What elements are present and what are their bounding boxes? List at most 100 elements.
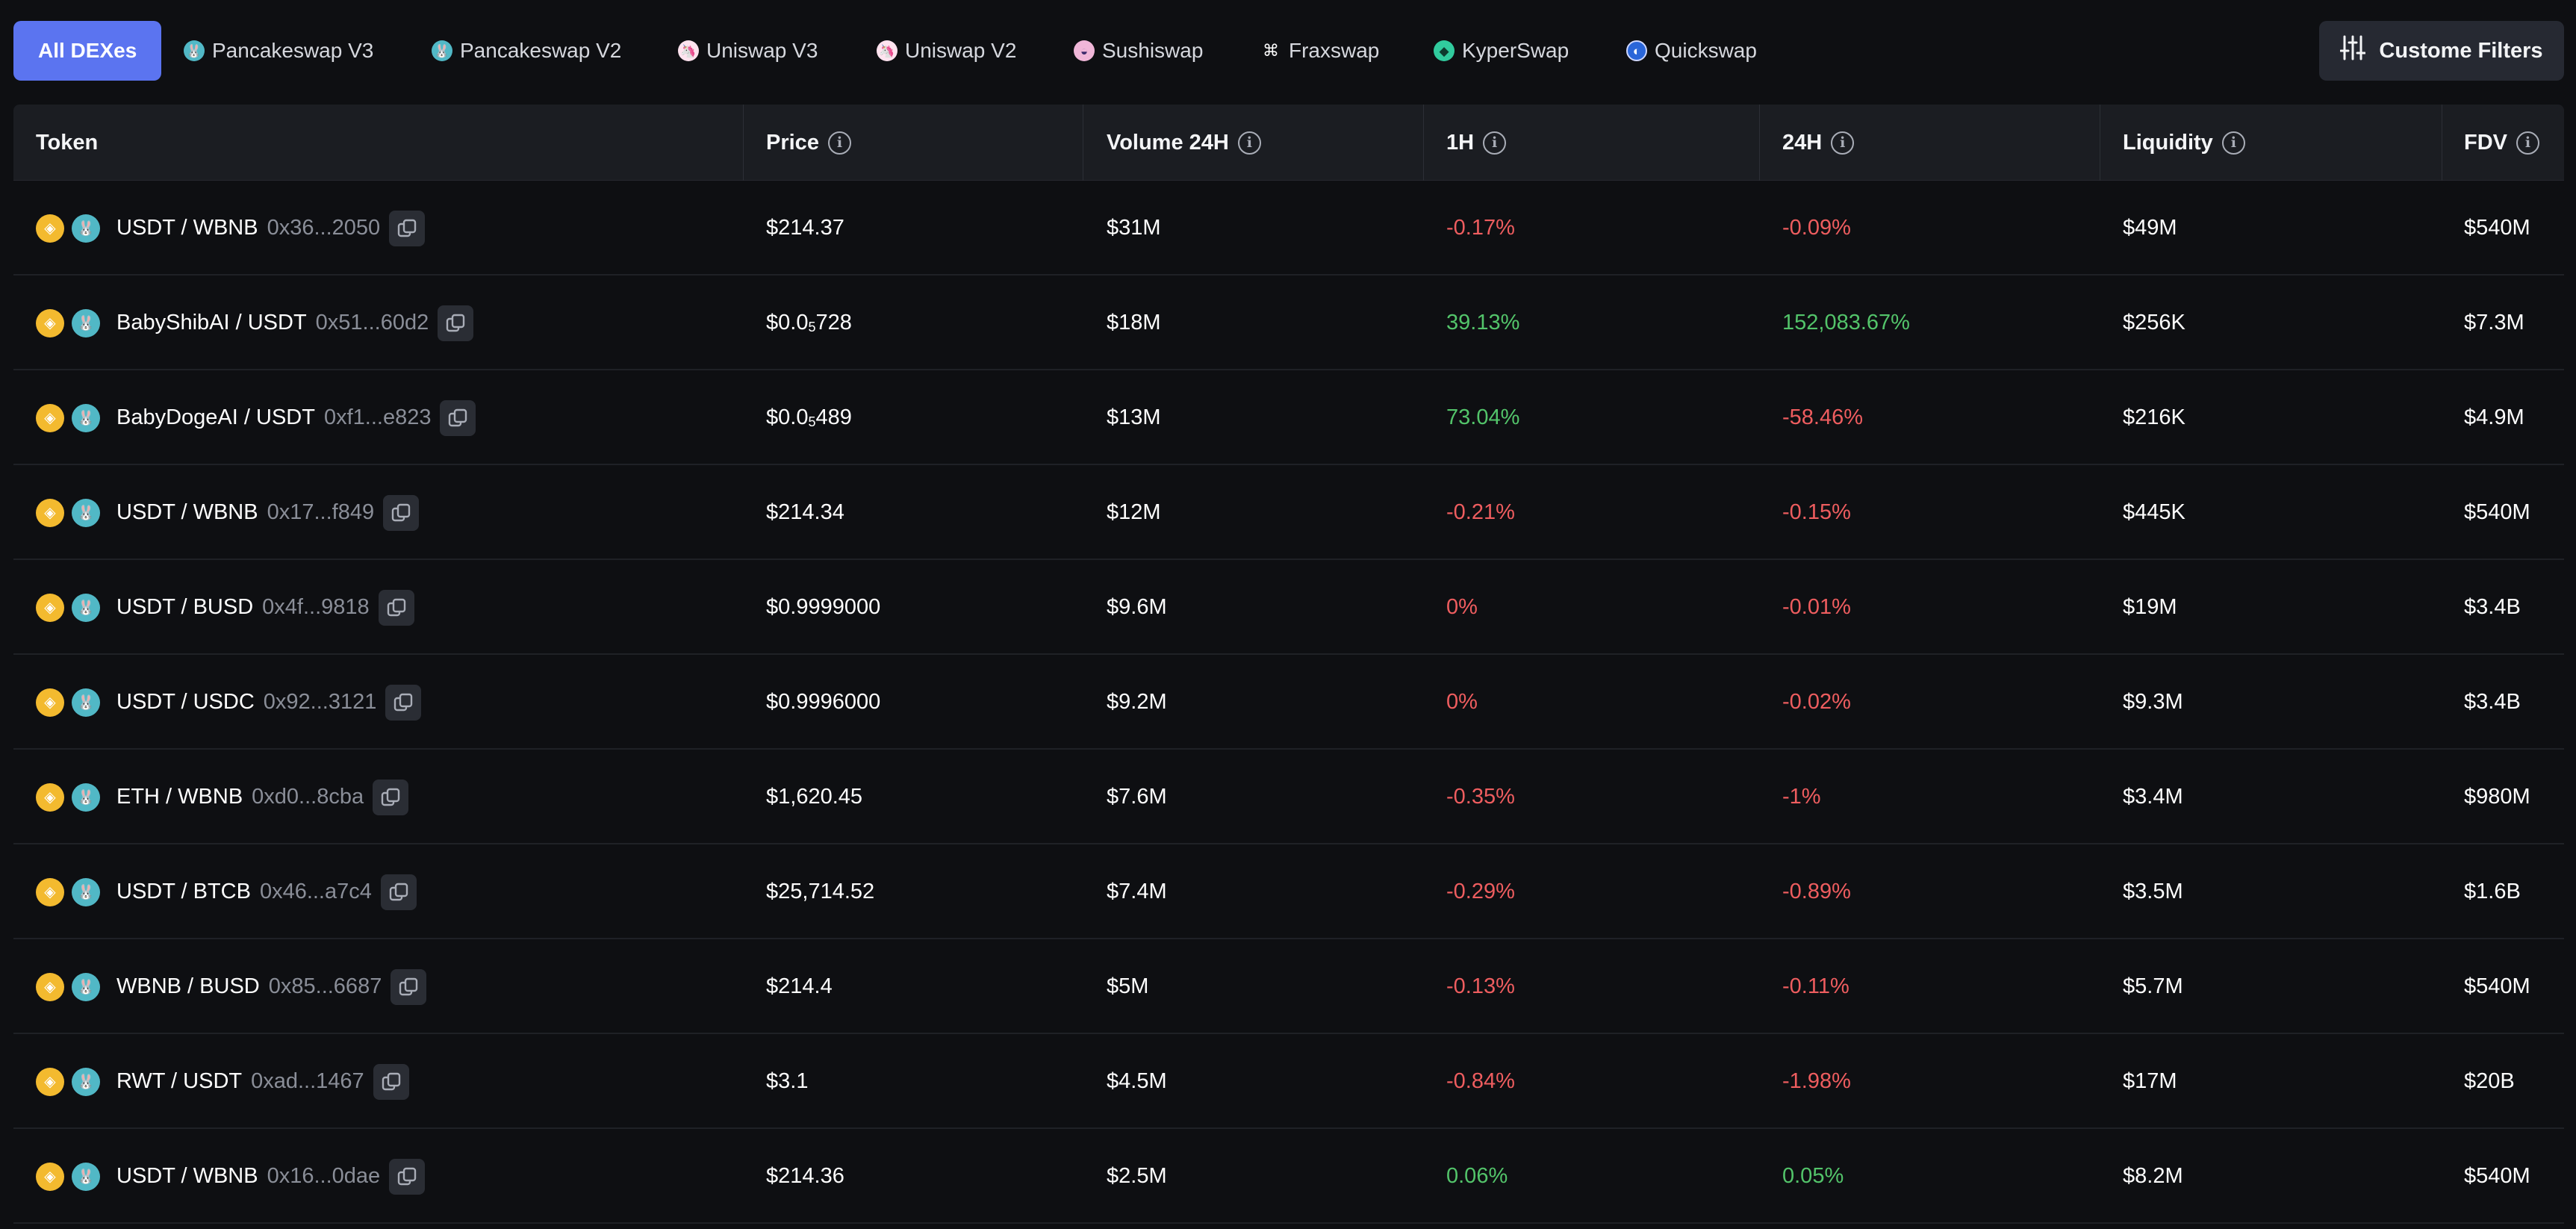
price-cell: $214.37 (766, 216, 844, 240)
table-row[interactable]: ◈ 🐰 USDT / WBNB 0x16...0dae $214.36 $2.5… (13, 1129, 2564, 1224)
price-cell: $0.0 5 489 (766, 370, 852, 465)
pair-name[interactable]: BabyDogeAI / USDT (116, 405, 315, 429)
volume-24h-cell: $31M (1107, 216, 1161, 240)
table-row[interactable]: ◈ 🐰 USDT / BTCB 0x46...a7c4 $25,714.52 $… (13, 844, 2564, 939)
column-header-1h[interactable]: 1H i (1446, 105, 1507, 181)
sliders-icon (2339, 34, 2366, 67)
price-prefix: $0.0 (766, 311, 809, 335)
copy-icon (447, 314, 465, 332)
price-cell: $0.9999000 (766, 595, 881, 619)
token-cell: ◈ 🐰 USDT / BTCB 0x46...a7c4 (36, 844, 417, 939)
change-24h-cell: -0.89% (1782, 880, 1851, 903)
pancakeswap-icon: 🐰 (72, 593, 100, 622)
liquidity-cell: $17M (2123, 1069, 2177, 1093)
fdv-cell: $4.9M (2464, 405, 2524, 429)
liquidity-cell: $3.5M (2123, 880, 2183, 903)
table-row[interactable]: ◈ 🐰 USDT / WBNB 0x36...2050 $214.37 $31M… (13, 181, 2564, 276)
tab-sushiswap[interactable]: ◒ Sushiswap (1074, 21, 1203, 81)
tab-uniswap-v3[interactable]: 🦄 Uniswap V3 (678, 21, 818, 81)
column-header-liquidity[interactable]: Liquidity i (2123, 105, 2245, 181)
copy-address-button[interactable] (380, 874, 417, 910)
liquidity-cell: $9.3M (2123, 690, 2183, 714)
copy-address-button[interactable] (378, 589, 414, 626)
tab-pancakeswap-v3[interactable]: 🐰 Pancakeswap V3 (184, 21, 373, 81)
info-icon[interactable]: i (1483, 131, 1507, 155)
change-1h-cell: -0.13% (1446, 974, 1515, 998)
tab-fraxswap[interactable]: ⌘ Fraxswap (1260, 21, 1379, 81)
table-row[interactable]: ◈ 🐰 USDT / WBNB 0x17...f849 $214.34 $12M… (13, 465, 2564, 560)
pair-address: 0x46...a7c4 (259, 880, 372, 903)
change-1h-cell: -0.21% (1446, 500, 1515, 524)
bnb-chain-icon: ◈ (36, 972, 64, 1001)
kyberswap-icon: ◆ (1434, 40, 1455, 61)
volume-24h-cell: $7.4M (1107, 880, 1167, 903)
price-digits: 489 (815, 405, 852, 429)
copy-address-button[interactable] (440, 399, 476, 436)
price-cell: $0.0 5 728 (766, 276, 852, 370)
tab-pancakeswap-v2[interactable]: 🐰 Pancakeswap V2 (432, 21, 621, 81)
copy-address-button[interactable] (383, 494, 420, 531)
change-24h-cell: -1% (1782, 785, 1821, 809)
copy-address-button[interactable] (385, 684, 422, 721)
token-cell: ◈ 🐰 BabyShibAI / USDT 0x51...60d2 (36, 276, 474, 370)
copy-address-button[interactable] (391, 968, 427, 1005)
column-header-24h[interactable]: 24H i (1782, 105, 1855, 181)
info-icon[interactable]: i (1831, 131, 1855, 155)
column-header-token[interactable]: Token (36, 130, 99, 155)
table-row[interactable]: ◈ 🐰 RWT / USDT 0xad...1467 $3.1 $4.5M -0… (13, 1034, 2564, 1129)
change-1h-cell: 0% (1446, 690, 1478, 714)
pair-name[interactable]: WBNB / BUSD (116, 974, 260, 998)
volume-24h-cell: $2.5M (1107, 1164, 1167, 1188)
column-header-price[interactable]: Price i (766, 105, 851, 181)
table-row[interactable]: ◈ 🐰 USDT / BUSD 0x4f...9818 $0.9999000 $… (13, 560, 2564, 655)
bnb-chain-icon: ◈ (36, 1067, 64, 1096)
pair-address: 0x16...0dae (267, 1164, 381, 1188)
copy-address-button[interactable] (438, 305, 474, 341)
table-row[interactable]: ◈ 🐰 BabyShibAI / USDT 0x51...60d2 $0.0 5 7… (13, 276, 2564, 370)
bnb-chain-icon: ◈ (36, 688, 64, 717)
volume-24h-cell: $7.6M (1107, 785, 1167, 809)
table-row[interactable]: ◈ 🐰 BabyDogeAI / USDT 0xf1...e823 $0.0 5 4… (13, 370, 2564, 465)
info-icon[interactable]: i (2516, 131, 2539, 155)
copy-address-button[interactable] (389, 210, 426, 246)
copy-address-button[interactable] (373, 779, 409, 815)
pair-name[interactable]: USDT / BUSD (116, 595, 254, 619)
tab-uniswap-v2[interactable]: 🦄 Uniswap V2 (877, 21, 1016, 81)
table-header: Token Price i Volume 24H i 1H i 24H i Li… (13, 105, 2564, 181)
tab-quickswap[interactable]: ◐ Quickswap (1626, 21, 1757, 81)
pair-name[interactable]: USDT / WBNB (116, 500, 258, 524)
column-header-fdv[interactable]: FDV i (2464, 105, 2539, 181)
column-header-volume-24h[interactable]: Volume 24H i (1107, 105, 1261, 181)
info-icon[interactable]: i (1237, 131, 1261, 155)
tab-kyperswap[interactable]: ◆ KyperSwap (1434, 21, 1569, 81)
pair-name[interactable]: USDT / BTCB (116, 880, 251, 903)
pair-name[interactable]: USDT / USDC (116, 690, 255, 714)
volume-24h-cell: $13M (1107, 405, 1161, 429)
change-24h-cell: 0.05% (1782, 1164, 1844, 1188)
pair-name[interactable]: RWT / USDT (116, 1069, 243, 1093)
custom-filters-button[interactable]: Custome Filters (2319, 21, 2564, 81)
copy-address-button[interactable] (389, 1158, 426, 1195)
pair-name[interactable]: USDT / WBNB (116, 216, 258, 240)
copy-address-button[interactable] (373, 1063, 409, 1100)
token-pairs-table: Token Price i Volume 24H i 1H i 24H i Li… (13, 105, 2564, 1224)
table-row[interactable]: ◈ 🐰 WBNB / BUSD 0x85...6687 $214.4 $5M -… (13, 939, 2564, 1034)
info-icon[interactable]: i (827, 131, 851, 155)
tab-all-dexes[interactable]: All DEXes (13, 21, 162, 81)
info-icon[interactable]: i (2221, 131, 2245, 155)
price-cell: $214.34 (766, 500, 844, 524)
pair-address: 0x51...60d2 (315, 311, 429, 335)
token-cell: ◈ 🐰 USDT / USDC 0x92...3121 (36, 655, 422, 750)
table-row[interactable]: ◈ 🐰 ETH / WBNB 0xd0...8cba $1,620.45 $7.… (13, 750, 2564, 844)
bnb-chain-icon: ◈ (36, 308, 64, 337)
pair-name[interactable]: ETH / WBNB (116, 785, 243, 809)
copy-icon (397, 219, 417, 237)
liquidity-cell: $8.2M (2123, 1164, 2183, 1188)
copy-icon (389, 883, 408, 900)
pancakeswap-icon: 🐰 (72, 782, 100, 812)
pair-name[interactable]: BabyShibAI / USDT (116, 311, 307, 335)
pair-name[interactable]: USDT / WBNB (116, 1164, 258, 1188)
fdv-cell: $1.6B (2464, 880, 2521, 903)
table-row[interactable]: ◈ 🐰 USDT / USDC 0x92...3121 $0.9996000 $… (13, 655, 2564, 750)
pancakeswap-icon: 🐰 (72, 308, 100, 337)
